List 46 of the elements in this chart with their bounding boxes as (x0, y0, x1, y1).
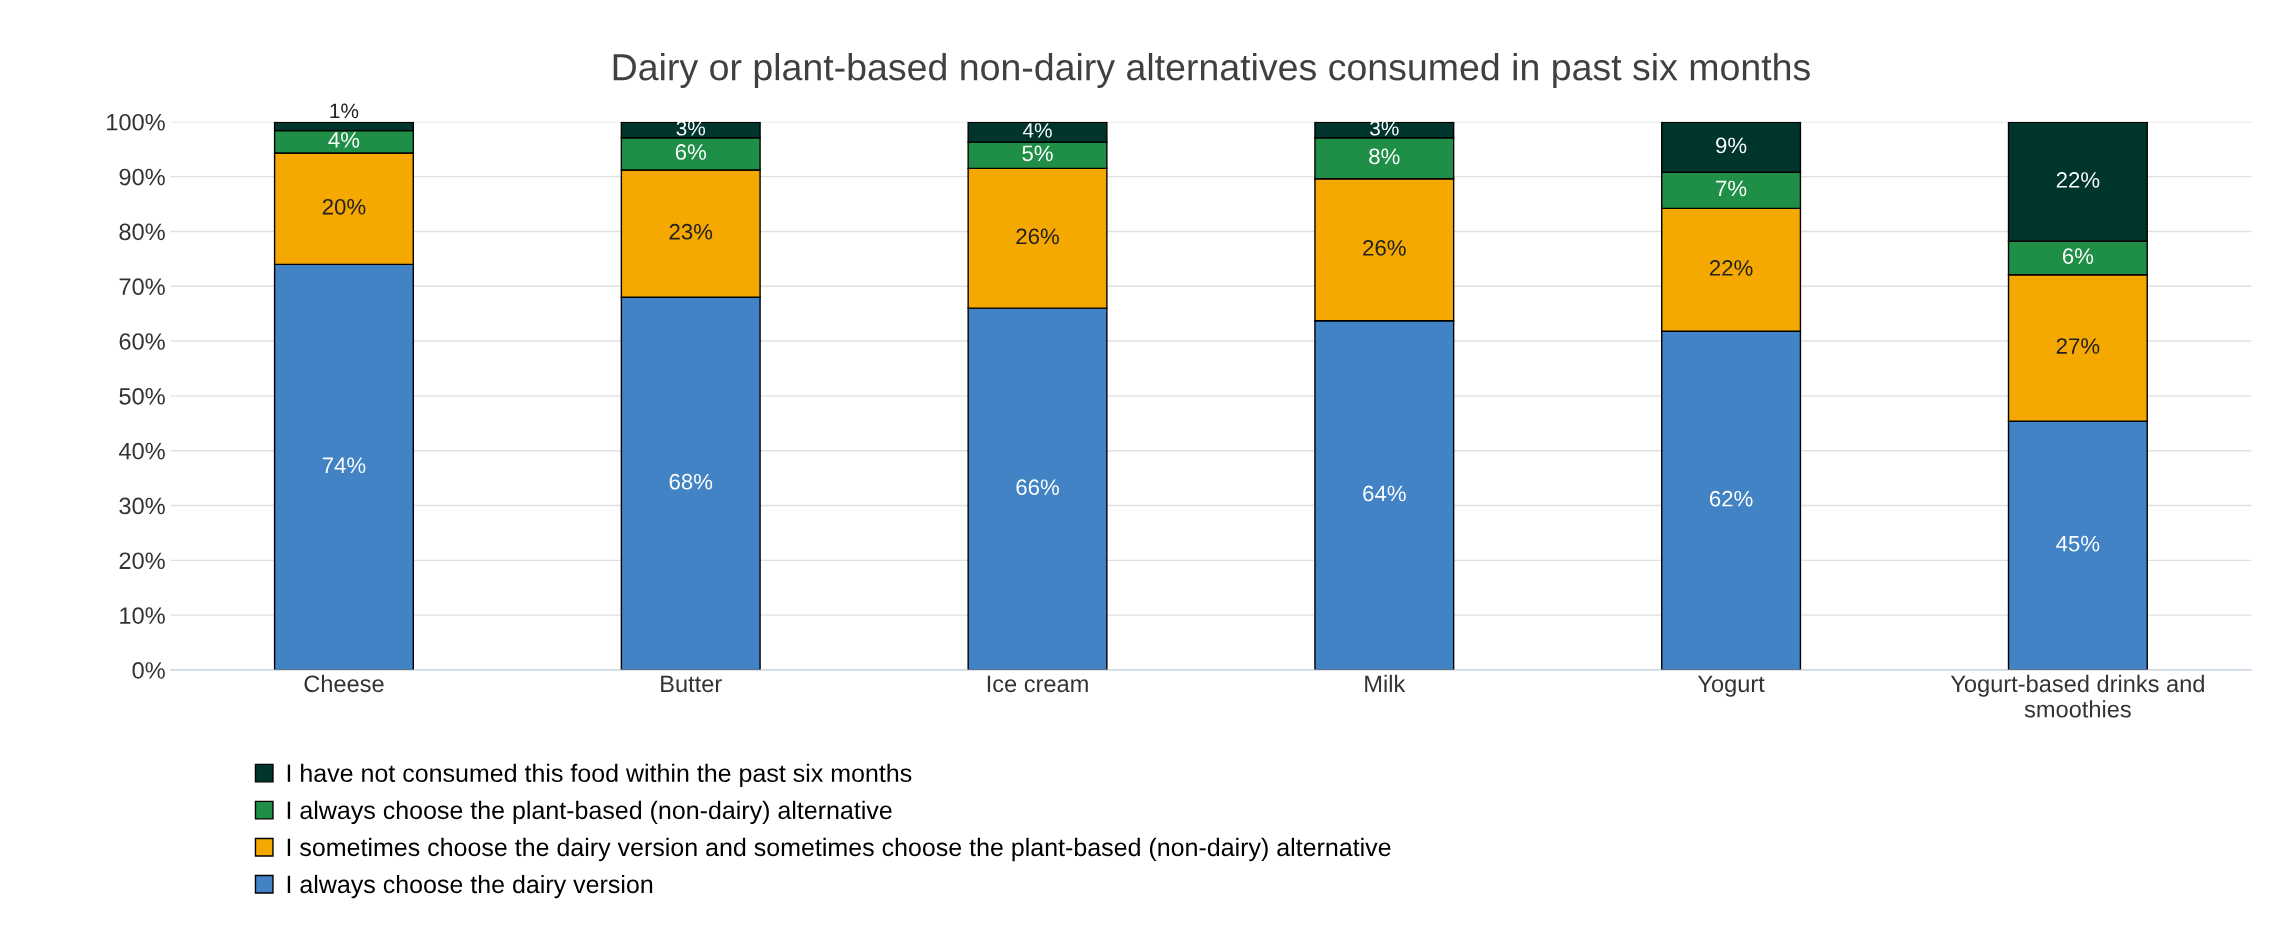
data-label: 26% (1363, 240, 1406, 256)
legend-label: I have not consumed this food within the past six months (287, 763, 912, 788)
x-tick-label: Cheese (304, 674, 384, 693)
data-label: 4% (1022, 123, 1052, 138)
data-label: 6% (675, 144, 706, 160)
data-label: 3% (1370, 120, 1399, 136)
data-label: 66% (1016, 479, 1059, 496)
x-tick-label: Yogurt (1697, 675, 1765, 697)
y-tick-label: 50% (119, 387, 165, 405)
data-label: 68% (669, 473, 713, 490)
data-label: 4% (328, 132, 360, 148)
y-tick-label: 10% (120, 607, 165, 624)
y-tick-label: 90% (119, 168, 165, 186)
y-tick-label: 60% (119, 333, 165, 350)
y-tick-label: 0% (132, 662, 165, 679)
data-label: 45% (2056, 535, 2100, 552)
x-tick-label: Butter (661, 675, 722, 693)
x-tick-label: Yogurt-based drinks and smoothies (1950, 674, 2204, 718)
data-label: 62% (1709, 490, 1753, 507)
data-label: 1% (330, 103, 359, 119)
data-label: 26% (1016, 228, 1059, 245)
data-label: 23% (669, 223, 713, 240)
data-label: 22% (2056, 172, 2100, 188)
data-label: 22% (1709, 260, 1753, 276)
y-tick-label: 20% (119, 552, 165, 570)
y-tick-label: 100% (107, 113, 165, 131)
data-label: 7% (1716, 180, 1747, 197)
data-label: 9% (1716, 137, 1747, 154)
legend-label: I sometimes choose the dairy version and sometimes choose the plant-based (non-dairy) alternative (287, 837, 1391, 862)
data-label: 3% (676, 120, 706, 136)
data-label: 27% (2056, 338, 2100, 354)
x-tick-label: Milk (1365, 674, 1406, 692)
x-tick-label: Ice cream (987, 675, 1088, 693)
data-label: 5% (1022, 145, 1053, 162)
legend-label: I always choose the plant-based (non-dairy) alternative (287, 800, 892, 825)
data-label: 74% (322, 457, 366, 474)
chart-title: Dairy or plant-based non-dairy alternatives consumed in past six months (613, 52, 1810, 88)
y-tick-label: 40% (118, 442, 165, 460)
legend-label: I always choose the dairy version (287, 874, 653, 899)
data-label: 20% (322, 198, 366, 215)
y-tick-label: 30% (119, 497, 165, 515)
y-tick-label: 80% (119, 223, 165, 241)
data-label: 8% (1369, 148, 1400, 165)
y-tick-label: 70% (119, 278, 165, 296)
data-label: 6% (2062, 248, 2094, 264)
data-label: 64% (1363, 485, 1406, 502)
